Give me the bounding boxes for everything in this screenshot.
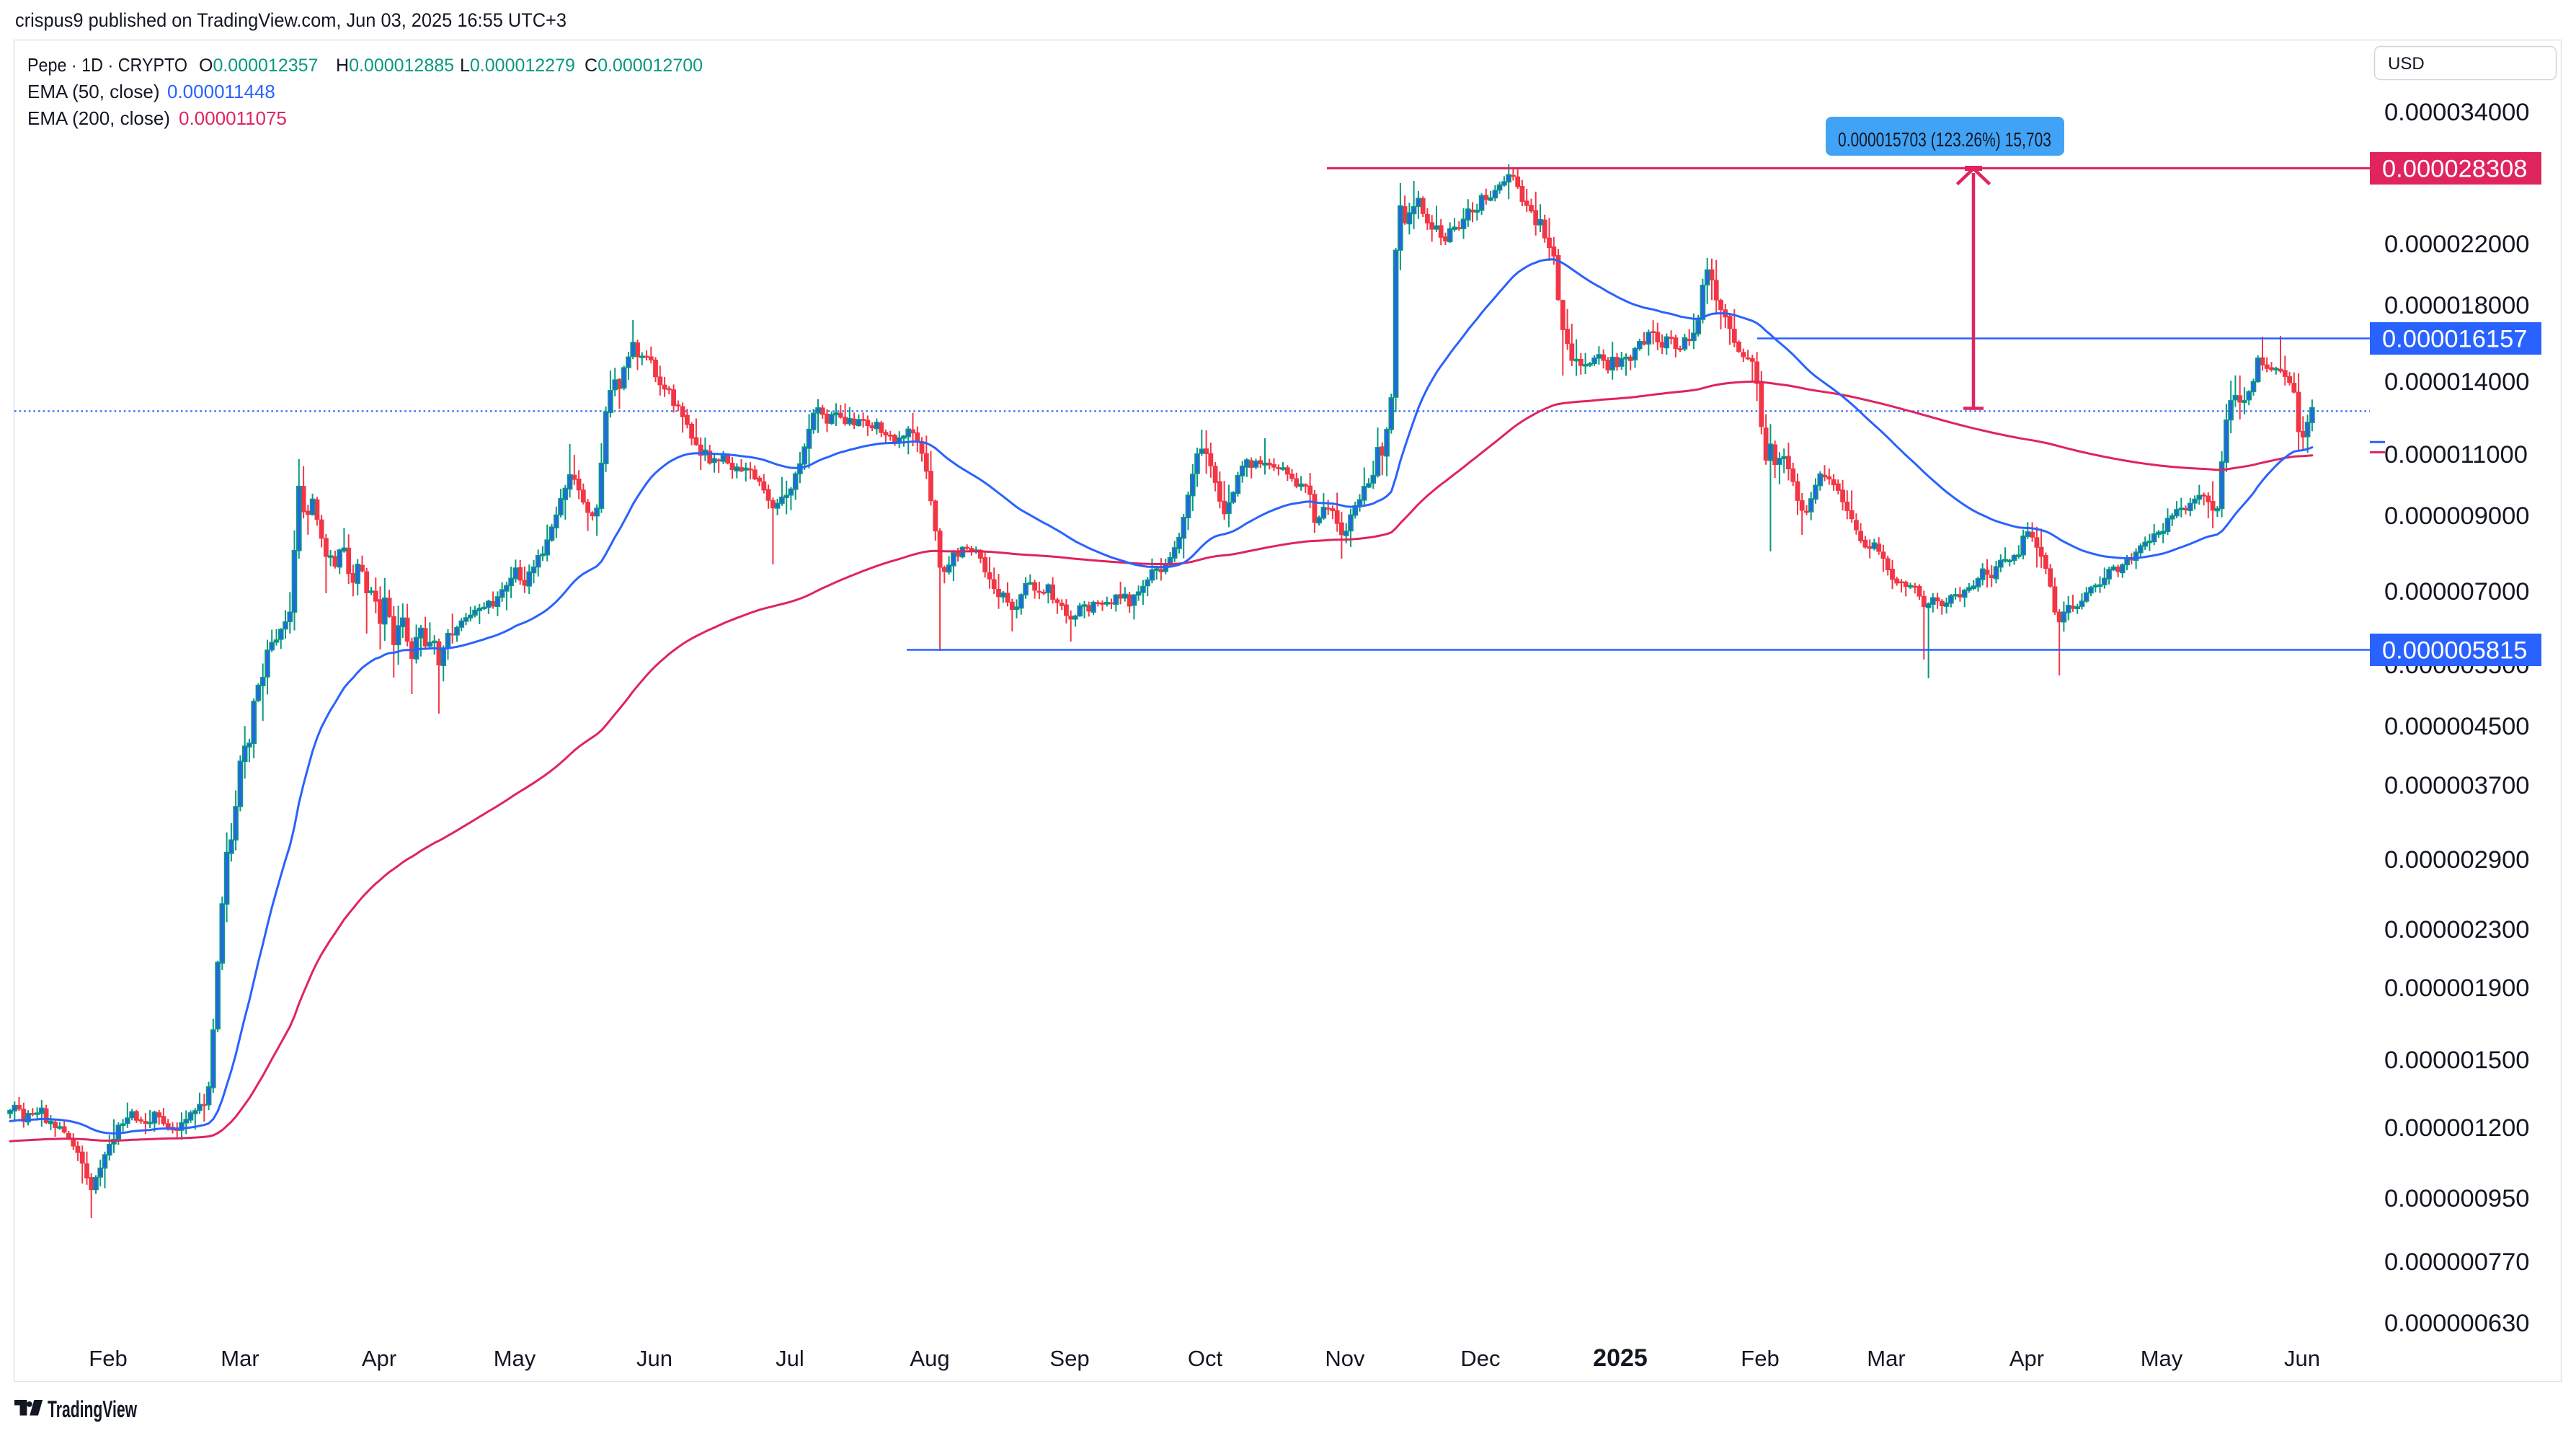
- svg-text:Sep: Sep: [1049, 1346, 1089, 1371]
- svg-text:0.000001500: 0.000001500: [2384, 1047, 2529, 1074]
- svg-text:0.000018000: 0.000018000: [2384, 292, 2529, 319]
- svg-text:Feb: Feb: [89, 1346, 127, 1371]
- svg-text:O0.000012357: O0.000012357: [199, 56, 318, 76]
- svg-text:0.000000770: 0.000000770: [2384, 1248, 2529, 1276]
- svg-text:0.000011000: 0.000011000: [2384, 441, 2528, 469]
- svg-text:0.000014000: 0.000014000: [2384, 368, 2529, 396]
- svg-text:EMA (200, close): EMA (200, close): [27, 107, 170, 129]
- svg-text:0.000001900: 0.000001900: [2384, 975, 2529, 1002]
- svg-text:Jun: Jun: [636, 1346, 672, 1371]
- svg-text:Jul: Jul: [776, 1346, 804, 1371]
- svg-text:TradingView: TradingView: [48, 1396, 137, 1422]
- svg-text:0.000016157: 0.000016157: [2382, 326, 2527, 353]
- svg-text:Apr: Apr: [362, 1346, 396, 1371]
- svg-text:Oct: Oct: [1188, 1346, 1223, 1371]
- svg-text:Mar: Mar: [1867, 1346, 1905, 1371]
- svg-text:H0.000012885: H0.000012885: [336, 56, 454, 76]
- svg-text:0.000015703 (123.26%) 15,703: 0.000015703 (123.26%) 15,703: [1838, 128, 2051, 151]
- svg-text:0.000003700: 0.000003700: [2384, 772, 2529, 799]
- svg-text:0.000004500: 0.000004500: [2384, 713, 2529, 740]
- svg-text:L0.000012279: L0.000012279: [460, 56, 575, 76]
- svg-text:EMA (50, close): EMA (50, close): [27, 81, 160, 102]
- svg-text:May: May: [494, 1346, 536, 1371]
- svg-text:C0.000012700: C0.000012700: [585, 56, 703, 76]
- svg-text:Pepe · 1D · CRYPTO: Pepe · 1D · CRYPTO: [27, 54, 187, 76]
- svg-text:May: May: [2141, 1346, 2183, 1371]
- svg-text:Aug: Aug: [910, 1346, 949, 1371]
- svg-text:0.000022000: 0.000022000: [2384, 231, 2529, 258]
- svg-text:0.000011075: 0.000011075: [179, 107, 287, 129]
- svg-text:0.000001200: 0.000001200: [2384, 1114, 2529, 1142]
- svg-text:Dec: Dec: [1460, 1346, 1500, 1371]
- svg-text:0.000011448: 0.000011448: [167, 81, 275, 102]
- svg-text:Jun: Jun: [2284, 1346, 2320, 1371]
- svg-text:0.000000950: 0.000000950: [2384, 1185, 2529, 1212]
- svg-text:0.000009000: 0.000009000: [2384, 502, 2529, 530]
- svg-text:0.000002300: 0.000002300: [2384, 916, 2529, 944]
- svg-text:crispus9 published on TradingV: crispus9 published on TradingView.com, J…: [15, 9, 567, 31]
- svg-text:0.000002900: 0.000002900: [2384, 846, 2529, 874]
- svg-text:0.000005815: 0.000005815: [2382, 637, 2527, 665]
- svg-text:0.000007000: 0.000007000: [2384, 578, 2529, 605]
- svg-text:0.000000630: 0.000000630: [2384, 1310, 2529, 1337]
- svg-text:Apr: Apr: [2009, 1346, 2044, 1371]
- svg-text:Nov: Nov: [1325, 1346, 1365, 1371]
- svg-text:USD: USD: [2388, 54, 2425, 74]
- svg-text:0.000034000: 0.000034000: [2384, 99, 2529, 126]
- svg-text:0.000028308: 0.000028308: [2382, 156, 2527, 183]
- svg-text:2025: 2025: [1593, 1344, 1648, 1372]
- svg-text:Feb: Feb: [1741, 1346, 1779, 1371]
- svg-text:Mar: Mar: [221, 1346, 259, 1371]
